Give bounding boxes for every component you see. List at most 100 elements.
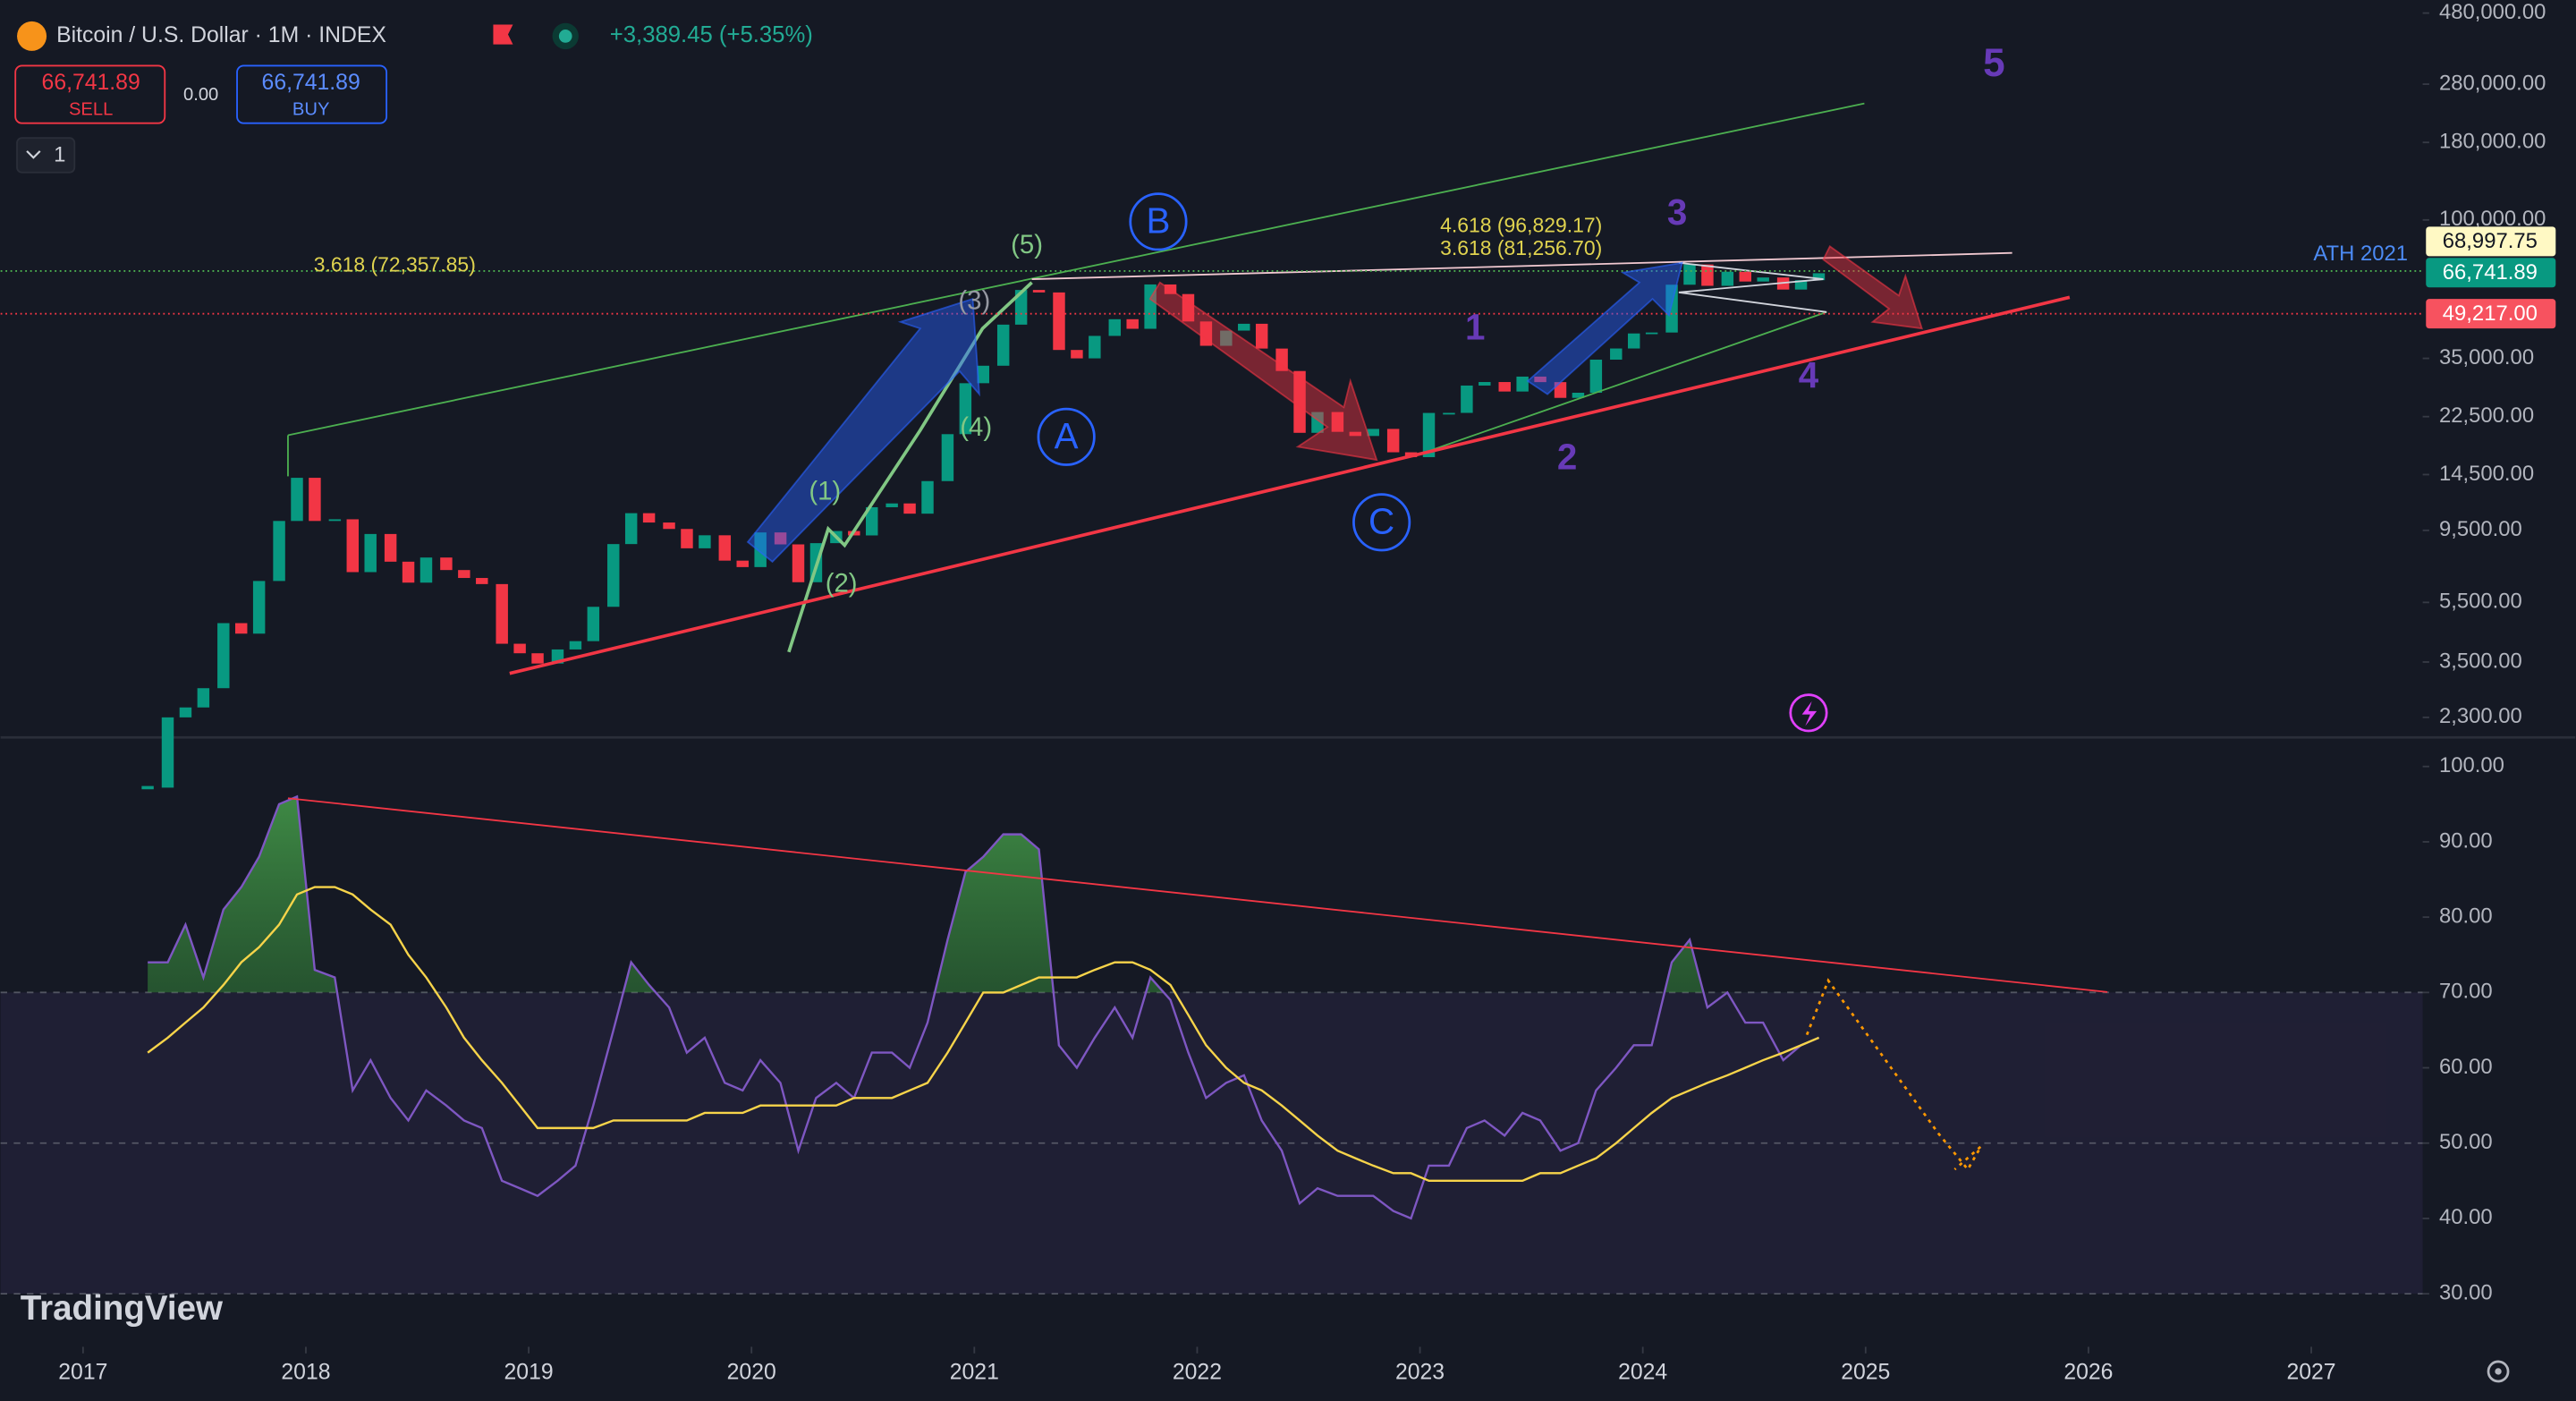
price-change: +3,389.45 (+5.35%) (610, 22, 813, 47)
settings-icon-core (2495, 1368, 2502, 1375)
candle (1721, 271, 1734, 286)
candle (384, 533, 397, 562)
chevron (26, 150, 41, 159)
logo[interactable]: TradingView (21, 1289, 224, 1328)
channel-line (1412, 310, 1827, 458)
candle (1516, 376, 1529, 392)
candle (1238, 323, 1250, 331)
candle (1422, 412, 1436, 457)
y-tick-label: 180,000.00 (2439, 129, 2546, 153)
candle (161, 717, 174, 788)
candle (1386, 429, 1400, 453)
trend-line (509, 295, 2071, 675)
x-tick-label: 2018 (281, 1360, 330, 1384)
flag-icon[interactable] (493, 24, 513, 45)
buy-price: 66,741.89 (262, 71, 360, 95)
overbought-fill (148, 796, 1819, 993)
candle (1443, 412, 1455, 415)
fib-label: 3.618 (81,256.70) (1440, 236, 1602, 259)
candle (1108, 318, 1121, 336)
candle (754, 532, 767, 567)
candle (346, 519, 360, 573)
subwave-label: (4) (960, 412, 992, 442)
candle (1683, 264, 1696, 285)
x-tick-label: 2026 (2063, 1360, 2113, 1384)
price-badge (2426, 226, 2556, 257)
buy-label: BUY (292, 99, 330, 119)
candle (252, 581, 266, 634)
y-tick-label: 80.00 (2439, 904, 2493, 928)
interval: 1 (54, 143, 65, 167)
arrow (1526, 261, 1683, 395)
arrow (746, 297, 980, 564)
candle (1479, 382, 1491, 386)
y-tick-label: 100.00 (2439, 753, 2504, 777)
status-dot (558, 30, 572, 43)
x-tick-label: 2021 (950, 1360, 999, 1384)
wave-circle (1037, 407, 1096, 466)
candle (569, 641, 582, 650)
candle (1089, 335, 1101, 359)
alert-icon-bolt (1801, 700, 1818, 726)
y-tick-label: 40.00 (2439, 1205, 2493, 1229)
x-tick-label: 2024 (1618, 1360, 1667, 1384)
candle (699, 535, 711, 548)
candle (736, 560, 749, 567)
candle (1144, 284, 1157, 329)
candle (476, 578, 488, 584)
buy-button[interactable] (236, 64, 388, 124)
price-badge (2426, 258, 2556, 288)
y-tick-label: 480,000.00 (2439, 0, 2546, 24)
sell-button[interactable] (14, 64, 166, 124)
candle (1071, 350, 1083, 359)
candle (1275, 348, 1288, 371)
symbol-title[interactable]: Bitcoin / U.S. Dollar · 1M · INDEX (56, 23, 386, 47)
price-badge-text: 68,997.75 (2443, 229, 2538, 253)
alert-icon[interactable] (1789, 693, 1828, 733)
candle (774, 532, 787, 545)
candle (1645, 332, 1658, 335)
candle (607, 544, 620, 607)
settings-icon[interactable] (2487, 1360, 2510, 1383)
wave-label: 5 (1983, 41, 2004, 85)
candle (496, 583, 508, 644)
candle (458, 570, 470, 579)
rsi-trend-line (287, 797, 2108, 993)
x-tick-label: 2023 (1395, 1360, 1445, 1384)
wave-label: B (1146, 200, 1170, 241)
candle (1627, 333, 1640, 349)
candle (513, 643, 526, 654)
price-badge (2426, 299, 2556, 329)
candle (402, 561, 415, 583)
rsi-line (148, 794, 1820, 1220)
candle (642, 513, 656, 523)
candle (1126, 318, 1139, 329)
y-tick-label: 280,000.00 (2439, 71, 2546, 95)
candle (309, 478, 321, 522)
y-tick-label: 22,500.00 (2439, 403, 2534, 428)
candle (291, 478, 303, 522)
spread: 0.00 (183, 85, 218, 105)
candle (1349, 431, 1362, 437)
candle (1665, 284, 1678, 333)
x-tick-label: 2027 (2286, 1360, 2335, 1384)
candle (419, 557, 433, 583)
candle (234, 623, 248, 634)
subwave-label: (5) (1011, 230, 1043, 259)
candle (217, 623, 230, 689)
y-tick-label: 9,500.00 (2439, 517, 2522, 541)
candle (1182, 293, 1195, 322)
candle (866, 506, 878, 536)
wave-label: 3 (1667, 191, 1687, 233)
ui-layer: Bitcoin / U.S. Dollar · 1M · INDEX +3,38… (14, 21, 2556, 1383)
y-tick-label: 70.00 (2439, 980, 2493, 1004)
y-tick-label: 50.00 (2439, 1130, 2493, 1154)
candle (1701, 264, 1714, 286)
sell-price: 66,741.89 (42, 71, 140, 95)
interval-button[interactable] (16, 137, 76, 174)
marks-layer (141, 264, 1826, 1220)
y-tick-label: 60.00 (2439, 1055, 2493, 1079)
candle (1534, 376, 1546, 383)
candle (1794, 280, 1808, 290)
